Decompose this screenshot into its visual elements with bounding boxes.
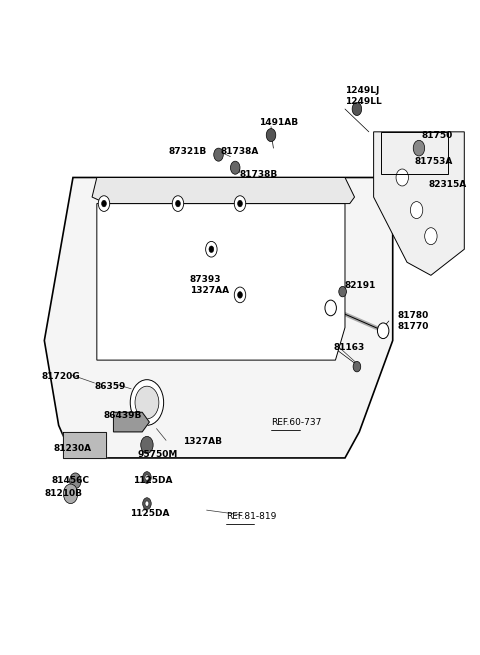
Circle shape [143, 498, 151, 510]
Text: 1327AB: 1327AB [183, 437, 222, 446]
Circle shape [176, 200, 180, 207]
Circle shape [352, 102, 362, 115]
Text: 81738A: 81738A [221, 147, 259, 156]
Circle shape [141, 436, 153, 453]
Text: 87393
1327AA: 87393 1327AA [190, 275, 229, 295]
Circle shape [205, 242, 217, 257]
Text: 81163: 81163 [333, 343, 364, 352]
Circle shape [209, 246, 214, 252]
Circle shape [410, 202, 423, 219]
PathPatch shape [92, 178, 355, 204]
Circle shape [238, 200, 242, 207]
PathPatch shape [373, 132, 464, 275]
Text: 81750: 81750 [421, 130, 453, 140]
Text: 1125DA: 1125DA [130, 509, 170, 518]
Circle shape [234, 196, 246, 212]
Text: 1249LJ
1249LL: 1249LJ 1249LL [345, 86, 382, 105]
PathPatch shape [97, 204, 345, 360]
Circle shape [413, 140, 425, 156]
Circle shape [377, 323, 389, 339]
Circle shape [145, 475, 149, 480]
Circle shape [70, 473, 81, 489]
Circle shape [98, 196, 110, 212]
Text: 1125DA: 1125DA [132, 476, 172, 485]
Circle shape [339, 286, 347, 297]
Circle shape [145, 501, 149, 506]
Text: 81753A: 81753A [414, 157, 453, 166]
Circle shape [238, 291, 242, 298]
Circle shape [214, 148, 223, 161]
Circle shape [130, 380, 164, 425]
Text: 95750M: 95750M [137, 450, 178, 459]
Text: 82191: 82191 [345, 280, 376, 290]
Circle shape [135, 386, 159, 419]
Text: 81738B: 81738B [240, 170, 278, 179]
Circle shape [396, 169, 408, 186]
Text: 87321B: 87321B [168, 147, 207, 156]
Circle shape [63, 484, 78, 504]
Circle shape [172, 196, 184, 212]
Text: 1491AB: 1491AB [259, 117, 298, 126]
Circle shape [425, 228, 437, 245]
Text: 82315A: 82315A [429, 179, 467, 189]
Text: 86359: 86359 [95, 382, 126, 390]
Text: 81456C: 81456C [51, 476, 89, 485]
Circle shape [230, 161, 240, 174]
Circle shape [234, 287, 246, 303]
Text: REF.81-819: REF.81-819 [226, 512, 276, 521]
Circle shape [325, 300, 336, 316]
Text: 81230A: 81230A [54, 443, 92, 453]
Text: 81780
81770: 81780 81770 [397, 311, 429, 331]
Circle shape [143, 472, 151, 483]
Circle shape [353, 362, 361, 372]
Polygon shape [114, 412, 149, 432]
Text: 81720G: 81720G [42, 372, 81, 381]
Text: 86439B: 86439B [104, 411, 143, 420]
PathPatch shape [44, 178, 393, 458]
Circle shape [102, 200, 107, 207]
Circle shape [266, 128, 276, 141]
Text: REF.60-737: REF.60-737 [271, 418, 322, 426]
Polygon shape [63, 432, 107, 458]
Text: 81210B: 81210B [44, 489, 83, 498]
